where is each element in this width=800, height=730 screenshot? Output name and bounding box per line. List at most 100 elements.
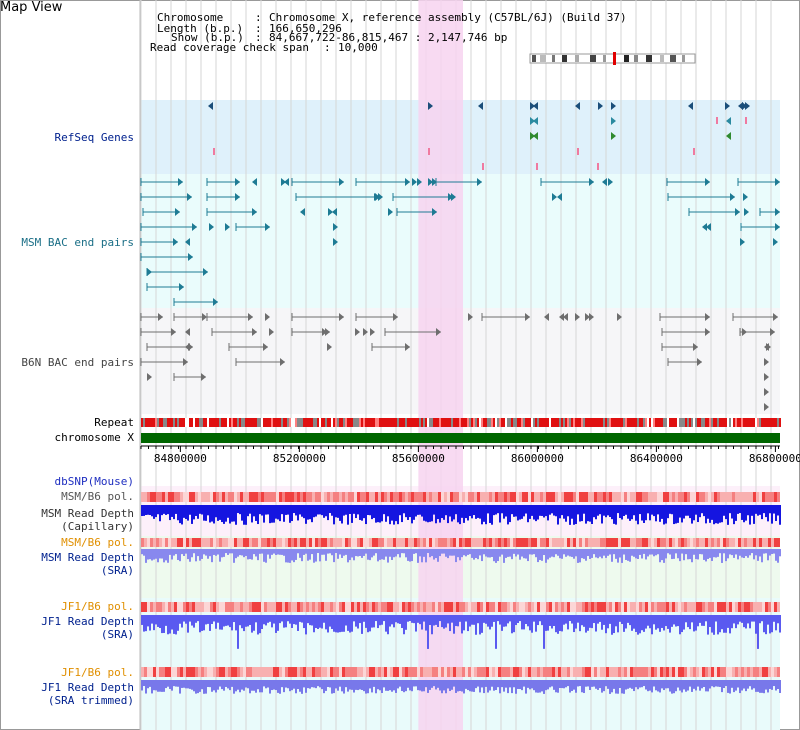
- depth-bar: [383, 615, 385, 622]
- depth-bar: [401, 549, 403, 554]
- pol-cell: [672, 492, 675, 502]
- depth-bar: [465, 549, 467, 557]
- repeat-segment: [493, 418, 495, 427]
- pol-cell: [696, 667, 699, 677]
- pol-cell: [159, 492, 162, 502]
- depth-bar: [465, 680, 467, 689]
- repeat-segment: [761, 418, 763, 427]
- pol-cell: [243, 602, 246, 612]
- pol-cell: [270, 492, 273, 502]
- depth-bar: [363, 680, 365, 692]
- depth-bar: [343, 680, 345, 694]
- depth-bar: [465, 615, 467, 622]
- depth-bar: [247, 549, 249, 560]
- repeat-segment: [705, 418, 707, 427]
- pol-cell: [342, 538, 345, 547]
- depth-bar: [643, 615, 645, 632]
- repeat-segment: [383, 418, 385, 427]
- b6n-pair-head: [280, 358, 285, 366]
- depth-bar: [183, 549, 185, 557]
- pol-cell: [600, 492, 603, 502]
- pol-cell: [375, 492, 378, 502]
- pol-cell: [621, 492, 624, 502]
- pol-cell: [303, 667, 306, 677]
- depth-bar: [633, 505, 635, 516]
- msm-arrow: [412, 178, 417, 186]
- pol-cell: [615, 602, 618, 612]
- pol-cell: [432, 492, 435, 502]
- repeat-segment: [257, 418, 259, 427]
- depth-bar: [753, 680, 755, 689]
- repeat-segment: [565, 418, 567, 427]
- depth-bar: [597, 549, 599, 559]
- pol-cell: [579, 538, 582, 547]
- depth-bar: [417, 680, 419, 691]
- depth-bar: [447, 615, 449, 624]
- repeat-segment: [319, 418, 321, 427]
- track-label-refseq[interactable]: RefSeq Genes: [54, 131, 134, 144]
- depth-bar: [185, 549, 187, 554]
- depth-bar: [331, 680, 333, 694]
- pol-cell: [726, 538, 729, 547]
- depth-bar: [555, 549, 557, 555]
- depth-bar: [659, 549, 661, 563]
- pol-cell: [762, 538, 765, 547]
- repeat-segment: [349, 418, 351, 427]
- depth-bar: [499, 680, 501, 694]
- depth-bar: [463, 615, 465, 631]
- pol-cell: [147, 602, 150, 612]
- track-label-dbsnp[interactable]: dbSNP(Mouse): [54, 475, 134, 488]
- depth-bar: [287, 680, 289, 689]
- depth-bar: [451, 615, 453, 623]
- pol-cell: [354, 667, 357, 677]
- pol-cell: [393, 538, 396, 547]
- depth-bar: [337, 505, 339, 518]
- repeat-segment: [693, 418, 695, 427]
- track-label-b6n-bac[interactable]: B6N BAC end pairs: [21, 356, 134, 369]
- pol-cell: [144, 667, 147, 677]
- depth-bar: [643, 680, 645, 687]
- depth-bar: [369, 549, 371, 561]
- depth-bar: [557, 549, 559, 556]
- depth-bar: [645, 549, 647, 560]
- depth-bar: [507, 680, 509, 694]
- depth-bar: [661, 549, 663, 561]
- depth-bar: [739, 505, 741, 514]
- msm-pair-head: [735, 208, 740, 216]
- depth-bar: [175, 680, 177, 687]
- pol-cell: [300, 492, 303, 502]
- repeat-segment: [209, 418, 211, 427]
- depth-bar: [181, 549, 183, 555]
- depth-bar: [705, 505, 707, 524]
- depth-bar: [765, 615, 767, 635]
- depth-bar: [641, 680, 643, 688]
- ideogram-band: [660, 55, 664, 62]
- repeat-segment: [611, 418, 613, 427]
- depth-bar: [545, 680, 547, 691]
- pol-cell: [735, 667, 738, 677]
- depth-bar: [247, 505, 249, 517]
- depth-bar: [695, 549, 697, 560]
- depth-bar: [699, 615, 701, 623]
- repeat-segment: [191, 418, 193, 427]
- pol-cell: [417, 667, 420, 677]
- pol-cell: [465, 667, 468, 677]
- depth-bar: [483, 505, 485, 522]
- depth-bar: [693, 549, 695, 555]
- repeat-segment: [327, 418, 329, 427]
- repeat-segment: [773, 418, 775, 427]
- depth-bar: [271, 615, 273, 628]
- depth-bar: [331, 615, 333, 630]
- pol-cell: [441, 667, 444, 677]
- track-label-msm-bac[interactable]: MSM BAC end pairs: [21, 236, 134, 249]
- depth-bar: [177, 549, 179, 560]
- depth-bar: [489, 680, 491, 691]
- depth-bar: [597, 615, 599, 624]
- depth-bar: [151, 505, 153, 517]
- depth-bar: [261, 680, 263, 693]
- depth-bar: [397, 505, 399, 525]
- depth-bar: [519, 680, 521, 690]
- depth-bar: [449, 680, 451, 692]
- depth-bar: [553, 615, 555, 626]
- pol-cell: [549, 602, 552, 612]
